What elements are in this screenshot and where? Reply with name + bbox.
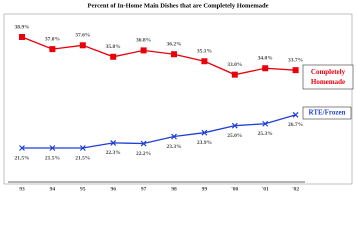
data-label: 25.0% [227, 133, 242, 139]
data-label: 38.9% [14, 24, 29, 30]
data-label: 21.5% [75, 155, 90, 161]
data-label: 36.8% [136, 38, 151, 44]
data-label: 37.6% [75, 33, 90, 39]
point [231, 122, 238, 129]
point [292, 111, 299, 118]
x-tick-label: 97 [141, 186, 147, 192]
point [201, 58, 208, 65]
point [171, 133, 177, 140]
x-tick-label: 98 [171, 186, 177, 192]
legend-label: RTE/Frozen [309, 109, 346, 117]
point [19, 145, 25, 151]
data-label: 26.7% [288, 122, 303, 128]
data-label: 23.3% [166, 144, 181, 150]
point [110, 53, 117, 60]
data-label: 21.5% [14, 155, 29, 161]
data-label: 34.0% [258, 56, 273, 62]
x-tick-label: '02 [292, 186, 299, 192]
x-tick-label: 99 [202, 186, 208, 192]
point [79, 42, 86, 49]
data-label: 35.8% [106, 44, 121, 50]
point [49, 145, 56, 151]
point [110, 139, 117, 146]
data-label: 22.3% [106, 150, 121, 156]
data-label: 25.3% [258, 131, 273, 137]
x-tick-label: 95 [80, 186, 86, 192]
series-line [21, 36, 296, 76]
point [140, 47, 147, 54]
data-label: 23.9% [197, 140, 212, 146]
data-label: 22.2% [136, 151, 151, 157]
legend-label: Completely Homemade [311, 68, 346, 86]
x-tick-label: 94 [50, 186, 56, 192]
data-label: 33.0% [227, 62, 242, 68]
point [262, 65, 269, 72]
x-tick-label: '00 [231, 186, 238, 192]
point [171, 51, 177, 58]
point [231, 71, 238, 78]
chart-title: Percent of In-Home Main Dishes that are … [87, 2, 268, 9]
point [292, 67, 299, 74]
data-label: 21.5% [45, 155, 60, 161]
plot-frame [3, 13, 353, 185]
x-tick-label: '01 [262, 186, 269, 192]
point [49, 46, 56, 53]
point [201, 129, 208, 136]
x-tick-label: 93 [19, 186, 25, 192]
chart: Percent of In-Home Main Dishes that are … [3, 2, 354, 192]
legend-box [302, 64, 354, 90]
data-label: 36.2% [166, 41, 181, 47]
point [79, 145, 86, 151]
point [262, 120, 269, 127]
point [140, 140, 147, 147]
x-tick-label: 96 [110, 186, 116, 192]
legend-box [302, 106, 352, 120]
data-label: 33.7% [288, 57, 303, 63]
data-label: 37.0% [45, 36, 60, 42]
data-label: 35.1% [197, 49, 212, 55]
series-line [22, 114, 296, 149]
point [19, 34, 25, 40]
